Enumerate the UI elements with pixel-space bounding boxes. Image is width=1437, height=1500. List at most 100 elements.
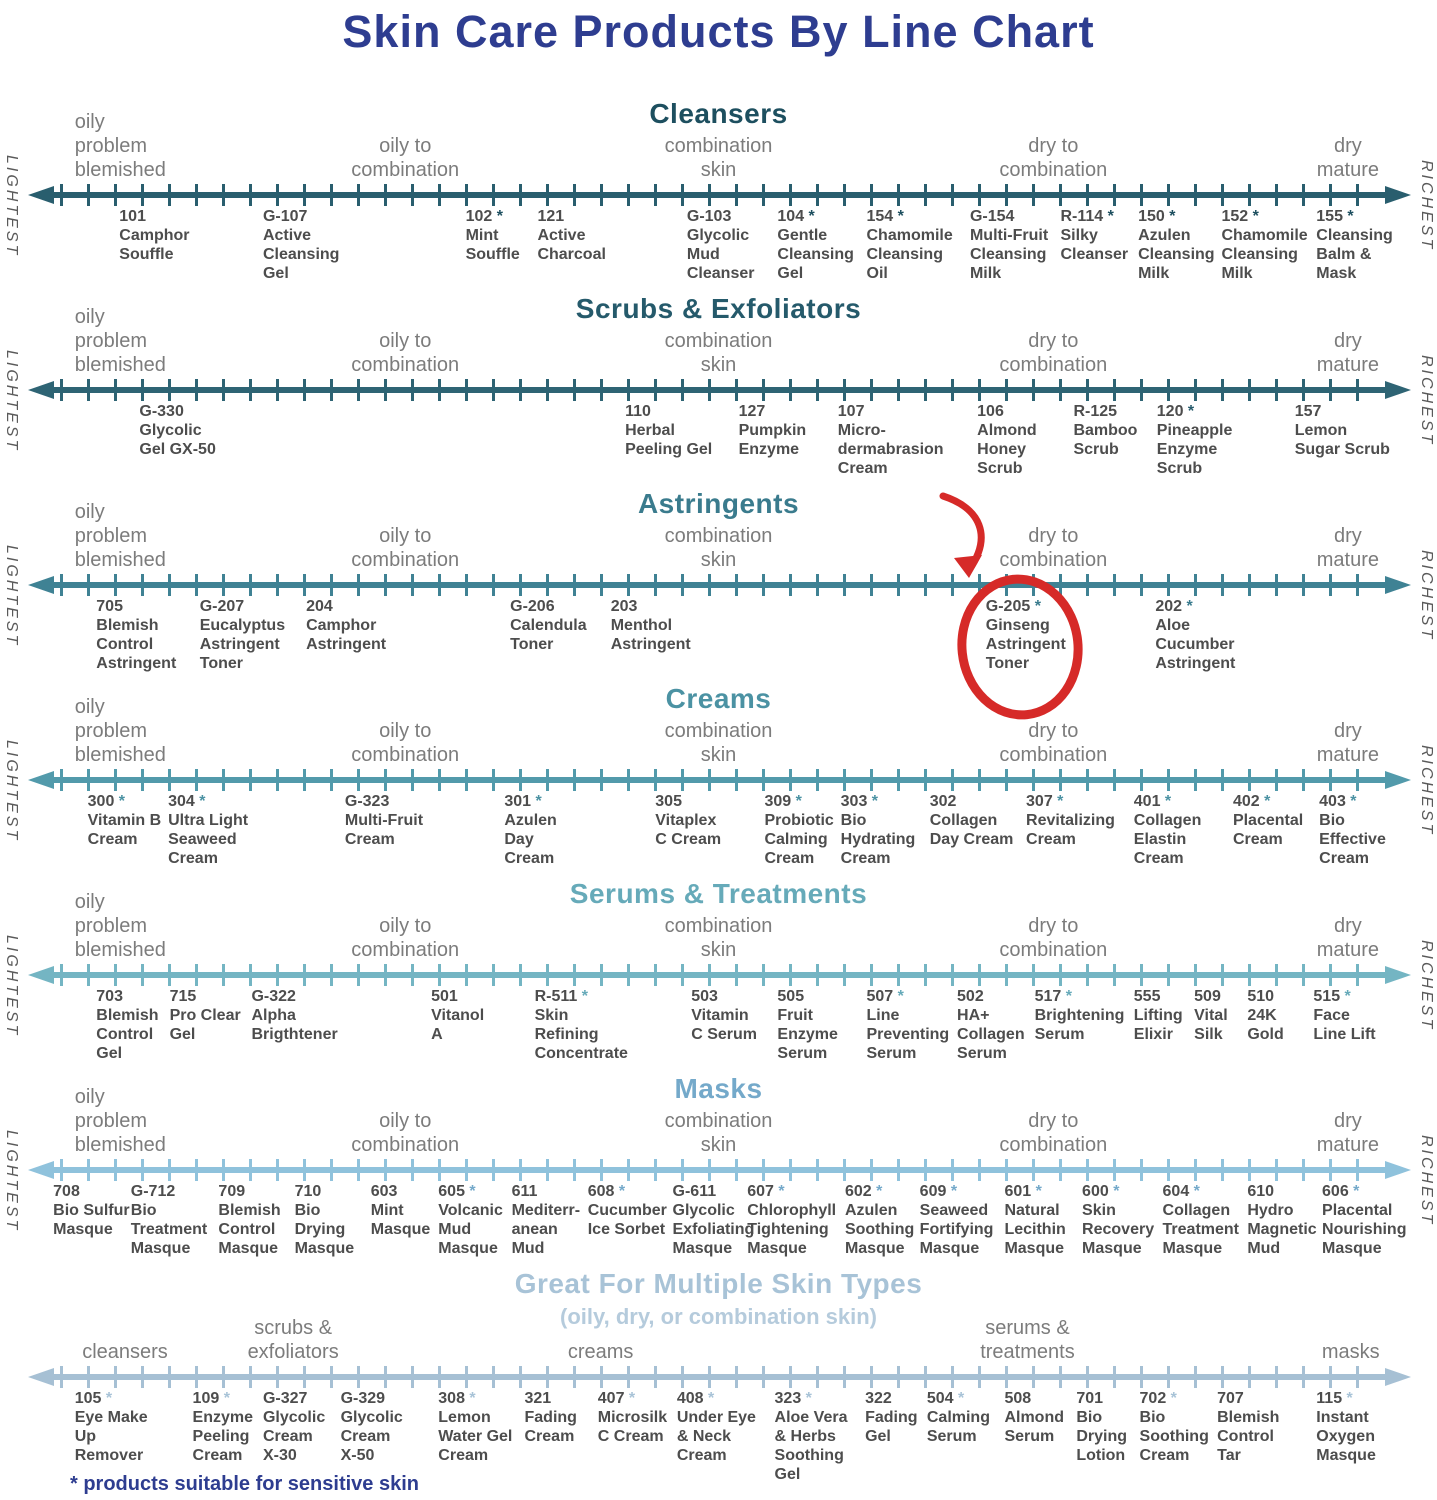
product-name: Vitamin C Serum bbox=[691, 1007, 757, 1043]
product-label: 600 * Skin Recovery Masque bbox=[1082, 1182, 1154, 1258]
sensitive-skin-star: * bbox=[1342, 208, 1354, 225]
axis-ticks bbox=[60, 1159, 1379, 1181]
sensitive-skin-star: * bbox=[194, 793, 206, 810]
product-code: 300 * bbox=[88, 792, 162, 811]
product-label: 304 * Ultra Light Seaweed Cream bbox=[168, 792, 248, 868]
axis-zone-label: dry mature bbox=[1316, 330, 1380, 376]
sensitive-skin-star: * bbox=[1164, 208, 1176, 225]
edge-label-richest: RICHEST bbox=[1418, 940, 1435, 1032]
edge-label-lightest: LIGHTEST bbox=[3, 349, 20, 453]
edge-label-richest: RICHEST bbox=[1418, 355, 1435, 447]
sensitive-skin-star: * bbox=[1342, 1390, 1353, 1407]
product-name: Blemish Control Gel bbox=[96, 1007, 159, 1062]
product-code-text: G-154 bbox=[969, 208, 1015, 225]
product-code: 607 * bbox=[747, 1182, 836, 1201]
product-label: 507 * Line Preventing Serum bbox=[867, 987, 950, 1063]
product-code: G-207 bbox=[200, 597, 285, 616]
axis-arrow bbox=[28, 769, 1411, 791]
product-code-text: 515 bbox=[1313, 988, 1341, 1005]
product-label: 607 * Chlorophyll Tightening Masque bbox=[747, 1182, 836, 1258]
product-label: 709 Blemish Control Masque bbox=[218, 1182, 280, 1258]
sensitive-skin-star: * bbox=[101, 1390, 113, 1407]
product-label: 702 * Bio Soothing Cream bbox=[1140, 1389, 1209, 1465]
product-label: 308 * Lemon Water Gel Cream bbox=[438, 1389, 512, 1465]
product-code: 600 * bbox=[1082, 1182, 1154, 1201]
sensitive-skin-star: * bbox=[1340, 988, 1351, 1005]
product-name: Microsilk C Cream bbox=[597, 1409, 668, 1445]
page-title: Skin Care Products By Line Chart bbox=[342, 6, 1095, 57]
product-label: 503 Vitamin C Serum bbox=[691, 987, 757, 1044]
product-code: 517 * bbox=[1035, 987, 1125, 1006]
product-code-text: 701 bbox=[1076, 1390, 1104, 1407]
sensitive-skin-star: * bbox=[1031, 1183, 1042, 1200]
product-code: 120 * bbox=[1157, 402, 1233, 421]
product-name: Micro- dermabrasion Cream bbox=[837, 422, 944, 477]
product-label: 605 * Volcanic Mud Masque bbox=[438, 1182, 503, 1258]
product-name: Calming Serum bbox=[926, 1409, 990, 1445]
axis-zone-label: oily problem blemished bbox=[74, 501, 166, 571]
product-code-text: 121 bbox=[537, 208, 565, 225]
product-name: Enzyme Peeling Cream bbox=[192, 1409, 254, 1464]
axis-zone-label: dry mature bbox=[1316, 720, 1380, 766]
product-name: Glycolic Gel GX-50 bbox=[139, 422, 216, 458]
product-code-text: 120 bbox=[1156, 403, 1184, 420]
product-code-text: 307 bbox=[1026, 793, 1053, 810]
product-code-text: G-330 bbox=[139, 403, 184, 420]
product-code-text: 508 bbox=[1004, 1390, 1032, 1407]
product-code-text: G-611 bbox=[672, 1183, 717, 1200]
sensitive-skin-star: * bbox=[893, 208, 904, 225]
product-code: R-114 * bbox=[1061, 207, 1129, 226]
product-label: 608 * Cucumber Ice Sorbet bbox=[588, 1182, 667, 1239]
section-cleansers: Cleansers oily problem blemished oily to c… bbox=[0, 94, 1437, 289]
product-label: 115 * Instant Oxygen Masque bbox=[1316, 1389, 1376, 1465]
product-label: 307 * Revitalizing Cream bbox=[1026, 792, 1115, 849]
section-masks: Masks oily problem blemished oily to combi… bbox=[0, 1069, 1437, 1264]
product-code: 304 * bbox=[168, 792, 248, 811]
product-label: G-103 Glycolic Mud Cleanser bbox=[687, 207, 755, 283]
product-code-text: G-327 bbox=[262, 1390, 308, 1407]
left-arrowhead-icon bbox=[28, 966, 54, 984]
edge-label-lightest: LIGHTEST bbox=[3, 934, 20, 1038]
product-code-text: 303 bbox=[840, 793, 868, 810]
axis-zone-label: oily problem blemished bbox=[74, 1086, 166, 1156]
product-code-text: 204 bbox=[306, 598, 333, 615]
product-code-text: G-107 bbox=[262, 208, 308, 225]
product-name: Face Line Lift bbox=[1313, 1007, 1376, 1043]
sensitive-skin-star: * bbox=[1182, 598, 1193, 615]
product-code: 408 * bbox=[677, 1389, 756, 1408]
product-code-text: 107 bbox=[837, 403, 865, 420]
product-name: Camphor Souffle bbox=[119, 227, 190, 263]
product-label: 708 Bio Sulfur Masque bbox=[53, 1182, 129, 1239]
product-name: Aloe Cucumber Astringent bbox=[1155, 617, 1236, 672]
product-label: 502 HA+ Collagen Serum bbox=[957, 987, 1025, 1063]
product-code: 501 bbox=[431, 987, 484, 1006]
product-code-text: 110 bbox=[625, 403, 651, 420]
product-label: 101 Camphor Souffle bbox=[119, 207, 189, 264]
product-label: 305 Vitaplex C Cream bbox=[655, 792, 721, 849]
product-name: Bio Effective Cream bbox=[1319, 812, 1386, 867]
product-code: 507 * bbox=[867, 987, 950, 1006]
product-code-text: 402 bbox=[1232, 793, 1260, 810]
product-code: 515 * bbox=[1313, 987, 1375, 1006]
product-code-text: 510 bbox=[1247, 988, 1275, 1005]
product-name: Azulen Soothing Masque bbox=[844, 1202, 915, 1257]
product-label: G-322 Alpha Brigthtener bbox=[251, 987, 337, 1044]
product-code: 127 bbox=[739, 402, 807, 421]
product-name: Alpha Brigthtener bbox=[251, 1007, 338, 1043]
axis-zone-label: oily to combination bbox=[351, 330, 460, 376]
product-name: Skin Refining Concentrate bbox=[534, 1007, 628, 1062]
product-name: Vitamin B Cream bbox=[87, 812, 162, 848]
product-label: 106 Almond Honey Scrub bbox=[977, 402, 1037, 478]
product-name: Camphor Astringent bbox=[306, 617, 387, 653]
axis-zone-label: combination skin bbox=[664, 720, 773, 766]
product-name: Glycolic Cream X-50 bbox=[340, 1409, 403, 1464]
product-code: 321 bbox=[525, 1389, 577, 1408]
axis-zone-label: dry mature bbox=[1316, 525, 1380, 571]
sensitive-skin-star: * bbox=[1248, 208, 1259, 225]
sensitive-skin-star: * bbox=[1345, 793, 1357, 810]
product-name: Fading Gel bbox=[865, 1409, 918, 1445]
product-name: Line Preventing Serum bbox=[866, 1007, 950, 1062]
product-code: 155 * bbox=[1316, 207, 1392, 226]
axis-zone-label: oily to combination bbox=[351, 720, 460, 766]
sensitive-skin-star: * bbox=[1061, 988, 1072, 1005]
